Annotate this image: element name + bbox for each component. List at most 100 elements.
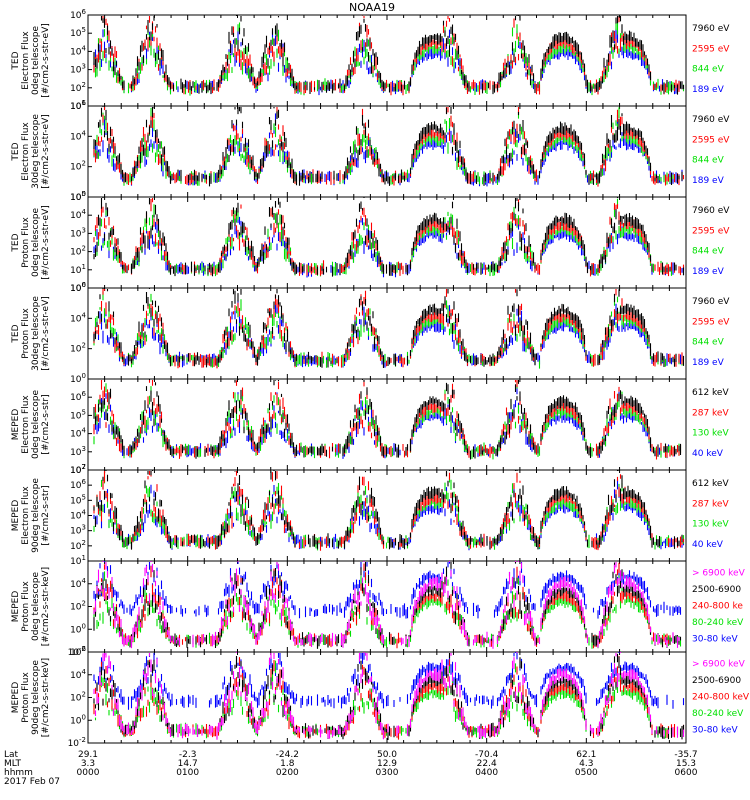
y-axis-label-line: 0deg telescope <box>31 390 41 460</box>
y-tick-exponent: 6 <box>82 99 87 107</box>
legend-entry: 130 keV <box>692 429 729 439</box>
legend-entry: 80-240 keV <box>692 709 744 719</box>
y-tick-label: 103 <box>70 226 86 239</box>
x-tick-label: -70.4 <box>475 750 499 760</box>
y-tick-exponent: 4 <box>82 427 87 435</box>
y-tick-label: 104 <box>70 668 86 681</box>
legend-entry: 2595 eV <box>692 226 730 236</box>
legend-entry: 612 keV <box>692 479 729 489</box>
legend-entry: 7960 eV <box>692 24 730 34</box>
y-axis-label-line: 0deg telescope <box>31 26 41 96</box>
legend-entry: 189 eV <box>692 267 725 277</box>
x-tick-label: 62.1 <box>576 750 596 760</box>
y-axis-label-line: 0deg telescope <box>31 572 41 642</box>
legend-entry: 40 keV <box>692 449 724 459</box>
y-tick-exponent: 4 <box>82 509 87 517</box>
y-tick-label: 10-2 <box>68 736 86 749</box>
y-tick-label: 106 <box>70 8 86 21</box>
y-axis-label-line: [#/cm2-s-str-eV] <box>41 205 51 280</box>
legend-entry: 2500-6900 <box>692 676 741 686</box>
y-tick-exponent: 6 <box>82 8 87 16</box>
x-tick-label: 3.3 <box>81 759 95 769</box>
panel-data <box>93 197 685 278</box>
y-axis-label-line: TED <box>11 51 21 70</box>
y-tick-exponent: 0 <box>82 622 86 630</box>
y-tick-label: 106 <box>70 390 86 403</box>
y-tick-exponent: 0 <box>82 281 86 289</box>
x-tick-label: 12.9 <box>377 759 397 769</box>
y-axis-label-line: [#/cm2-s-str] <box>41 485 51 545</box>
x-tick-label: -24.2 <box>276 750 299 760</box>
legend-entry: 240-800 ke <box>692 601 743 611</box>
y-tick-exponent: 2 <box>82 160 86 168</box>
y-axis-label-line: Proton Flux <box>21 217 31 268</box>
x-tick-label: 0000 <box>77 768 100 778</box>
x-row-label: 2017 Feb 07 <box>4 777 60 787</box>
series-trace <box>93 379 682 460</box>
x-tick-label: 29.1 <box>78 750 98 760</box>
y-axis-label-line: 0deg telescope <box>31 208 41 278</box>
panel-data <box>93 288 685 369</box>
y-tick-label: 105 <box>70 408 86 421</box>
y-tick-exponent: 3 <box>82 445 86 453</box>
y-axis-label-line: Proton Flux <box>21 581 31 632</box>
series-trace <box>93 652 685 740</box>
y-tick-label: 102 <box>70 691 86 704</box>
y-axis-label-line: TED <box>11 142 21 161</box>
series-trace <box>93 652 685 740</box>
legend-entry: 189 eV <box>692 85 725 95</box>
panel-6: 101 102 103 104 105 106 107 MEPEDElectron Flux9… <box>11 463 729 567</box>
legend-entry: > 6900 keV <box>692 568 746 578</box>
x-row-label: Lat <box>4 750 19 760</box>
y-axis-label-line: Electron Flux <box>21 486 31 545</box>
legend-entry: 612 keV <box>692 388 729 398</box>
x-tick-label: 0300 <box>376 768 399 778</box>
y-tick-exponent: 0 <box>82 190 86 198</box>
y-tick-exponent: 7 <box>82 463 86 471</box>
y-axis-label-line: Electron Flux <box>21 395 31 454</box>
panel-data <box>93 470 685 551</box>
x-tick-label: 50.0 <box>377 750 397 760</box>
y-axis-label-line: [#/cm2-s-str-eV] <box>41 23 51 98</box>
panel-frame <box>87 14 687 107</box>
legend-entry: 844 eV <box>692 65 725 75</box>
y-axis-label-line: TED <box>11 324 21 343</box>
legend-entry: 2595 eV <box>692 135 730 145</box>
y-tick-exponent: 1 <box>82 554 86 562</box>
y-tick-exponent: 2 <box>82 463 86 471</box>
panel-data <box>93 15 685 96</box>
y-tick-label: 103 <box>70 445 86 458</box>
x-tick-label: 0200 <box>276 768 299 778</box>
y-tick-exponent: 6 <box>82 645 87 653</box>
panel-data <box>93 652 685 740</box>
legend-entry: 7960 eV <box>692 206 730 216</box>
y-tick-label: 102 <box>70 600 86 613</box>
y-tick-label: 104 <box>70 509 86 522</box>
y-axis-label-line: Proton Flux <box>21 308 31 359</box>
y-tick-exponent: 5 <box>82 26 86 34</box>
x-tick-label: -35.7 <box>674 750 697 760</box>
x-tick-label: 22.4 <box>477 759 497 769</box>
y-tick-label: 101 <box>70 554 86 567</box>
x-tick-label: 0100 <box>176 768 199 778</box>
y-axis-label-line: Electron Flux <box>21 122 31 181</box>
legend-entry: 189 eV <box>692 358 725 368</box>
legend-entry: 80-240 keV <box>692 618 744 628</box>
y-tick-exponent: -2 <box>79 645 86 653</box>
y-tick-label: 100 <box>70 622 86 635</box>
y-tick-label: 100 <box>70 713 86 726</box>
y-tick-exponent: 1 <box>82 263 86 271</box>
series-trace <box>93 561 682 649</box>
y-tick-label: 100 <box>70 372 86 385</box>
panel-data <box>93 379 682 460</box>
panel-data <box>93 561 682 649</box>
y-tick-label: 105 <box>70 26 86 39</box>
x-tick-label: 4.3 <box>579 759 593 769</box>
y-axis-label-line: [#/cm2-s-str-keV] <box>41 567 51 646</box>
y-tick-exponent: 4 <box>82 129 87 137</box>
y-tick-label: 102 <box>70 342 86 355</box>
